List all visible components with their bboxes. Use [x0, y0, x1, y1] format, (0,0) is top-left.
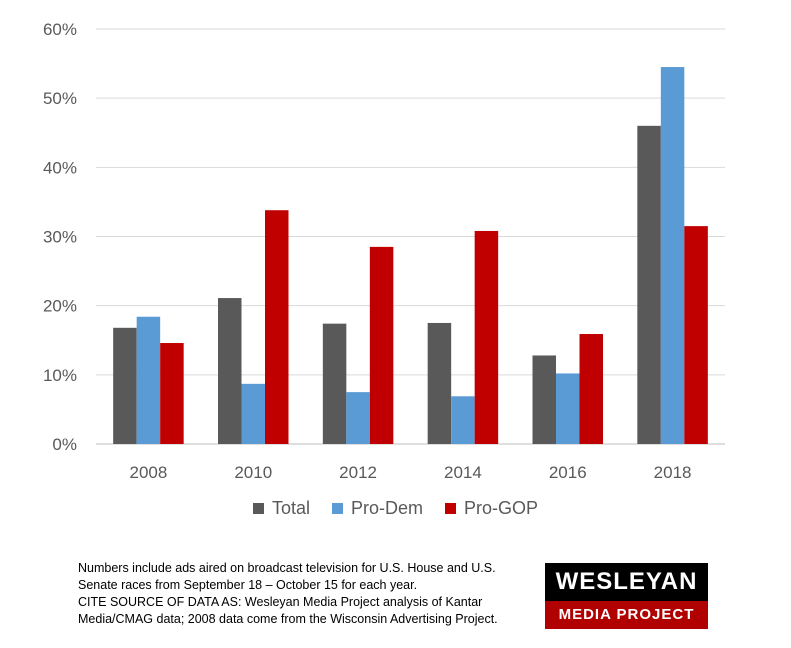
footnote-line: Numbers include ads aired on broadcast t…	[78, 561, 496, 575]
legend-label-pro-gop: Pro-GOP	[464, 498, 539, 518]
bar-pro-gop-2008	[160, 343, 184, 444]
bar-total-2010	[218, 298, 242, 444]
bar-chart: 0% 10% 20% 30% 40% 50% 60% 2008 2010 2012 2014 201…	[43, 20, 725, 482]
bar-pro-gop-2014	[474, 230, 499, 444]
x-tick-label: 2010	[234, 463, 272, 482]
bar-total-2008	[113, 327, 137, 444]
y-tick-label: 30%	[43, 228, 77, 247]
y-tick-label: 60%	[43, 20, 77, 39]
bar-pro-dem-2010	[241, 383, 265, 444]
legend-item-total: Total	[252, 498, 310, 519]
bar-pro-dem-2016	[556, 373, 580, 444]
y-tick-label: 50%	[43, 89, 77, 108]
bar-pro-gop-2012	[369, 246, 394, 444]
bar-pro-dem-2014	[451, 396, 475, 444]
legend-item-pro-dem: Pro-Dem	[332, 498, 423, 519]
bar-total-2016	[532, 355, 556, 444]
legend-swatch-pro-gop	[445, 503, 457, 514]
legend-label-total: Total	[271, 498, 310, 518]
footnote-line: Senate races from September 18 – October…	[78, 578, 418, 592]
logo-line-2: MEDIA PROJECT	[545, 601, 708, 629]
gridlines	[96, 28, 725, 445]
x-tick-label: 2014	[444, 463, 482, 482]
bar-pro-gop-2010	[265, 210, 289, 444]
x-axis-tick-labels: 2008 2010 2012 2014 2016 2018	[130, 463, 692, 482]
bar-total-2018	[637, 125, 661, 444]
x-tick-label: 2008	[130, 463, 168, 482]
y-axis-tick-labels: 0% 10% 20% 30% 40% 50% 60%	[43, 20, 77, 454]
bar-pro-dem-2012	[346, 392, 370, 444]
wesleyan-media-project-logo: WESLEYAN MEDIA PROJECT	[545, 563, 708, 629]
x-tick-label: 2018	[654, 463, 692, 482]
x-tick-label: 2012	[339, 463, 377, 482]
footnote-line: CITE SOURCE OF DATA AS: Wesleyan Media P…	[78, 595, 483, 609]
legend-label-pro-dem: Pro-Dem	[351, 498, 424, 518]
legend-swatch-total	[252, 503, 264, 514]
bar-total-2012	[322, 323, 347, 444]
legend-item-pro-gop: Pro-GOP	[445, 498, 538, 519]
x-tick-label: 2016	[549, 463, 587, 482]
legend-swatch-pro-dem	[332, 503, 343, 514]
y-tick-label: 0%	[52, 435, 77, 454]
y-tick-label: 10%	[43, 366, 77, 385]
bar-pro-dem-2018	[660, 67, 685, 445]
bar-pro-dem-2008	[136, 316, 161, 444]
bar-pro-gop-2016	[579, 334, 603, 444]
y-tick-label: 20%	[43, 297, 77, 316]
bar-total-2014	[427, 322, 452, 444]
footnote-line: Media/CMAG data; 2008 data come from the…	[78, 612, 498, 626]
bar-pro-gop-2018	[684, 226, 708, 444]
legend: Total Pro-Dem Pro-GOP	[0, 498, 791, 519]
logo-line-1: WESLEYAN	[545, 563, 708, 601]
y-tick-label: 40%	[43, 158, 77, 177]
footnote: Numbers include ads aired on broadcast t…	[78, 560, 528, 628]
bars	[113, 67, 708, 445]
